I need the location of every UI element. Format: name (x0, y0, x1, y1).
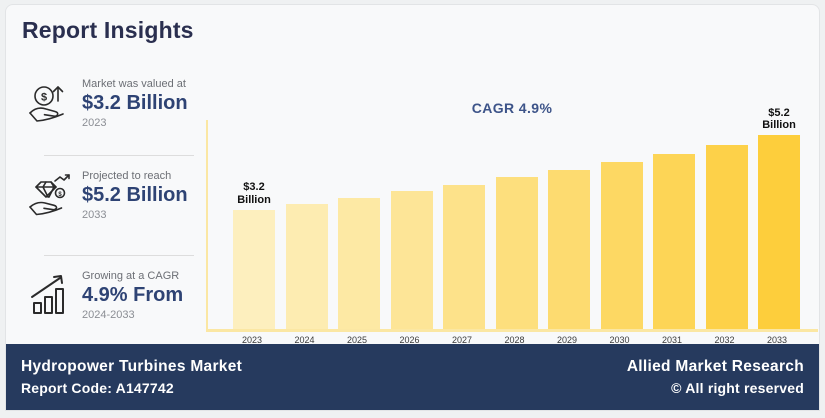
bar-rect (548, 170, 590, 329)
x-tick-2025: 2025 (346, 335, 368, 345)
market-name: Hydropower Turbines Market (21, 358, 243, 375)
bar-rect (390, 191, 433, 329)
bar-rect (495, 177, 538, 329)
x-tick-2028: 2028 (504, 335, 525, 345)
x-tick-2024: 2024 (294, 335, 315, 345)
x-axis-ticks: 2023 2024 2025 2026 2027 2028 2029 2030 2031 2032… (206, 335, 818, 345)
bar-2027 (443, 120, 485, 329)
bar-2030 (600, 120, 643, 329)
stat-value: 4.9% From (82, 283, 184, 306)
bar-2032 (705, 120, 748, 329)
x-tick-2033: 2033 (766, 335, 788, 345)
brand-name: Allied Market Research (626, 358, 804, 375)
bar-rect (705, 145, 748, 329)
stat-value: $3.2 Billion (82, 91, 188, 114)
x-tick-2027: 2027 (451, 335, 473, 345)
stat-divider (44, 155, 194, 156)
bar-2023: $3.2 Billion (233, 120, 275, 329)
x-tick-2030: 2030 (609, 335, 630, 345)
bar-2033: $5.2 Billion (758, 107, 800, 329)
diamond-hand-icon: $ (22, 169, 74, 221)
stat-projected: $ Projected to reach $5.2 Billion 2033 (22, 169, 207, 221)
svg-text:$: $ (58, 192, 62, 198)
bar-rect (600, 162, 643, 329)
copyright-text: © All right reserved (671, 380, 804, 396)
stat-label: Market was valued at (82, 77, 186, 90)
page-title: Report Insights (22, 17, 194, 43)
bar-2031 (653, 120, 695, 329)
bar-value-label: $5.2 Billion (762, 106, 796, 132)
bar-rect (338, 197, 380, 329)
bar-rect (233, 209, 275, 329)
bar-2025 (338, 120, 380, 329)
svg-text:$: $ (41, 92, 47, 104)
x-tick-2029: 2029 (556, 335, 578, 345)
stat-period: 2023 (82, 116, 107, 129)
x-tick-2023: 2023 (241, 335, 263, 345)
bar-rect (653, 153, 695, 329)
bar-chart-growth-icon (22, 269, 74, 321)
footer-bar: Hydropower Turbines Market Report Code: … (6, 344, 819, 410)
stat-label: Growing at a CAGR (82, 269, 180, 282)
bar-rect (758, 134, 800, 329)
stat-period: 2024-2033 (82, 308, 135, 321)
x-tick-2031: 2031 (661, 335, 683, 345)
stat-divider (44, 255, 194, 256)
bar-2028 (495, 120, 538, 329)
report-code: Report Code: A147742 (21, 380, 174, 396)
report-insights-card: Report Insights $ Market was valued at $… (5, 4, 820, 411)
bar-rect (443, 184, 485, 329)
stat-market-valued: $ Market was valued at $3.2 Billion 2023 (22, 77, 207, 129)
stat-period: 2033 (82, 208, 107, 221)
bar-2026 (390, 120, 433, 329)
bar-2029 (548, 120, 590, 329)
bar-rect (285, 203, 328, 329)
x-tick-2026: 2026 (399, 335, 420, 345)
coin-hand-growth-icon: $ (22, 77, 74, 129)
bar-value-label: $3.2 Billion (237, 181, 271, 206)
bars-row: $3.2 Billion $5.2 Billion (208, 107, 818, 329)
stat-value: $5.2 Billion (82, 183, 188, 206)
stat-cagr: Growing at a CAGR 4.9% From 2024-2033 (22, 269, 207, 321)
plot-area: $3.2 Billion $5.2 Billion (206, 107, 818, 332)
x-tick-2032: 2032 (714, 335, 735, 345)
chart-title-cagr: CAGR 4.9% (471, 100, 553, 116)
bar-chart: CAGR 4.9% $3.2 Billion $5.2 Billion 2023 2… (206, 92, 818, 350)
stat-label: Projected to reach (82, 169, 172, 182)
bar-2024 (285, 120, 328, 329)
